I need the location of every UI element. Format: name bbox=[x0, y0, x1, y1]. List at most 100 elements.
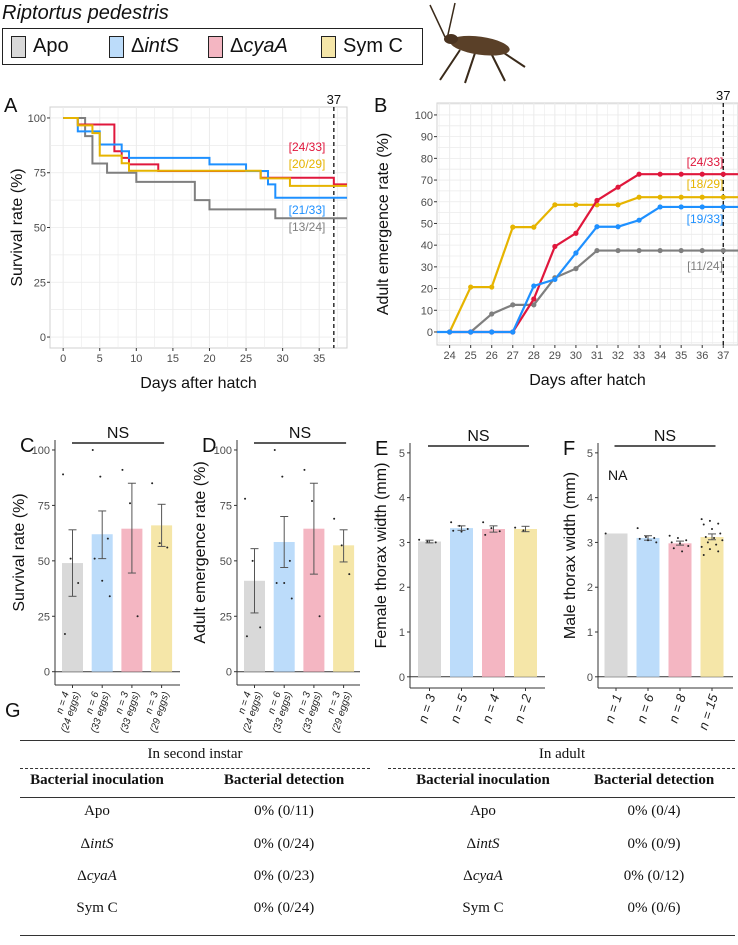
strain-name: Sym C bbox=[462, 900, 504, 916]
y-tick-label: 100 bbox=[32, 445, 50, 457]
series-label-intS: [19/33] bbox=[687, 212, 724, 226]
data-point-cyaA bbox=[573, 230, 579, 236]
bar-1 bbox=[636, 537, 660, 677]
survival-curve-intS bbox=[63, 116, 347, 199]
data-dot bbox=[290, 597, 293, 600]
y-tick-label: 0 bbox=[40, 332, 46, 344]
data-point-SymC bbox=[510, 224, 516, 230]
y-tick-label: 3 bbox=[399, 537, 405, 549]
y-tick-label: 0 bbox=[44, 667, 50, 679]
data-point-Apo bbox=[678, 247, 684, 254]
data-dot bbox=[702, 523, 705, 526]
y-tick-label: 0 bbox=[226, 667, 232, 679]
data-point-cyaA bbox=[699, 171, 705, 177]
na-annotation: NA bbox=[608, 467, 628, 483]
significance-label: NS bbox=[467, 428, 489, 445]
data-dot bbox=[259, 626, 262, 629]
y-tick-label: 1 bbox=[399, 627, 405, 639]
x-tick-label: 10 bbox=[130, 353, 142, 365]
reference-line-label: 37 bbox=[716, 88, 730, 103]
data-point-SymC bbox=[489, 284, 495, 290]
legend-delta: Δ bbox=[131, 35, 145, 57]
legend-delta: Δ bbox=[230, 35, 244, 57]
x-tick-label: 25 bbox=[465, 350, 477, 362]
data-dot bbox=[708, 519, 711, 522]
group-rule bbox=[388, 768, 735, 769]
data-point-Apo bbox=[573, 266, 579, 272]
data-dot bbox=[604, 532, 607, 535]
data-point-cyaA bbox=[552, 243, 558, 250]
legend-swatch bbox=[321, 35, 336, 58]
data-point-Apo bbox=[657, 247, 663, 254]
data-dot bbox=[251, 559, 254, 562]
series-label-Apo: [11/24] bbox=[687, 259, 723, 273]
strain-name: cyaA bbox=[472, 868, 503, 884]
data-point-Apo bbox=[594, 247, 600, 254]
data-dot bbox=[644, 536, 647, 539]
x-category-label: n = 2 bbox=[511, 692, 535, 725]
data-dot bbox=[340, 544, 343, 547]
bar-3 bbox=[700, 537, 724, 677]
insect-photo bbox=[429, 2, 526, 84]
data-point-cyaA bbox=[657, 171, 663, 177]
data-dot bbox=[106, 537, 109, 540]
panel-label: G bbox=[5, 700, 21, 722]
y-axis-title: Adult emergence rate (%) bbox=[375, 133, 392, 315]
data-dot bbox=[93, 557, 96, 560]
plot-area bbox=[436, 102, 738, 346]
data-dot bbox=[311, 499, 314, 502]
header-rule bbox=[20, 797, 735, 798]
inoculation-cell: Apo bbox=[470, 803, 496, 820]
x-tick-label: 0 bbox=[60, 353, 66, 365]
y-tick-label: 50 bbox=[220, 556, 232, 568]
data-dot bbox=[685, 539, 688, 542]
delta-symbol: Δ bbox=[463, 868, 473, 884]
bar-2 bbox=[482, 528, 505, 677]
y-tick-label: 10 bbox=[421, 305, 433, 317]
data-dot bbox=[281, 475, 284, 478]
legend-swatch bbox=[208, 35, 223, 58]
y-axis-title: Survival rate (%) bbox=[11, 493, 28, 611]
bar-0 bbox=[62, 563, 83, 672]
y-tick-label: 0 bbox=[587, 672, 593, 684]
data-point-cyaA bbox=[531, 296, 537, 302]
x-category-label: n = 1 bbox=[602, 692, 625, 724]
data-dot bbox=[245, 635, 248, 638]
x-tick-label: 26 bbox=[486, 350, 498, 362]
series-label-SymC: [18/29] bbox=[687, 177, 724, 191]
y-tick-label: 50 bbox=[421, 218, 433, 230]
data-point-intS bbox=[657, 204, 663, 210]
x-axis-title: Days after hatch bbox=[529, 372, 646, 389]
data-dot bbox=[721, 539, 724, 542]
x-tick-label: 20 bbox=[203, 353, 215, 365]
y-tick-label: 1 bbox=[587, 627, 593, 639]
y-tick-label: 75 bbox=[38, 500, 50, 512]
data-point-intS bbox=[615, 224, 621, 230]
x-category-label: n = 5 bbox=[447, 692, 471, 725]
emergence-line-Apo bbox=[469, 249, 738, 333]
data-dot bbox=[700, 545, 703, 548]
legend-label: Apo bbox=[33, 35, 69, 57]
data-dot bbox=[62, 473, 65, 476]
data-dot bbox=[636, 527, 639, 530]
x-category-label: n = 15 bbox=[695, 692, 721, 732]
y-tick-label: 3 bbox=[587, 537, 593, 549]
bar-1 bbox=[273, 541, 295, 672]
y-tick-label: 25 bbox=[38, 611, 50, 623]
strain-name: Apo bbox=[470, 803, 496, 819]
bar-1 bbox=[91, 534, 113, 672]
data-point-SymC bbox=[531, 224, 537, 230]
data-point-Apo bbox=[489, 311, 495, 317]
data-dot bbox=[121, 468, 124, 471]
data-point-intS bbox=[531, 283, 537, 289]
x-tick-label: 27 bbox=[507, 350, 519, 362]
data-dot bbox=[273, 448, 276, 451]
data-dot bbox=[288, 559, 291, 562]
bar-1 bbox=[450, 528, 473, 677]
y-tick-label: 25 bbox=[220, 611, 232, 623]
strain-name: intS bbox=[476, 836, 500, 852]
y-tick-label: 0 bbox=[399, 672, 405, 684]
